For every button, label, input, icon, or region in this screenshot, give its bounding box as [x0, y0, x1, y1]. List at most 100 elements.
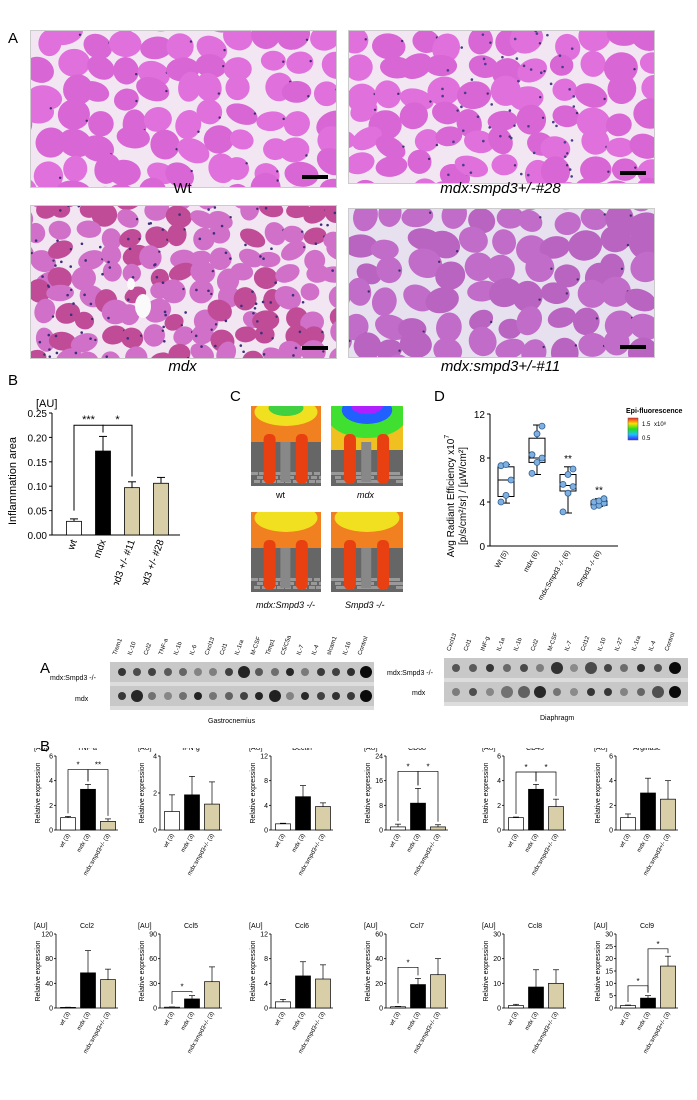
muscle-fiber [319, 178, 336, 187]
muscle-fiber [414, 129, 440, 152]
y-tick-label: 10 [605, 981, 613, 988]
blot-spot [132, 668, 141, 676]
infiltrate-cell [74, 351, 78, 355]
y-tick-label: 0 [49, 828, 53, 835]
noise [254, 480, 260, 483]
nucleus [271, 337, 274, 340]
bar [184, 794, 200, 831]
bar [410, 984, 426, 1009]
caption-mdx: mdx [168, 358, 197, 375]
muscle-fiber [375, 155, 408, 177]
chart-title: Dectin [292, 748, 312, 752]
nucleus [427, 157, 431, 161]
expression-chart: Ccl5 [AU] Relative expression 0 30 60 90 wt (3)… [138, 923, 222, 1055]
x-tick-label: wt (3) [619, 1011, 632, 1028]
scale-bar [620, 345, 646, 349]
x-tick-label: mdx (3) [406, 833, 421, 854]
muscle-fiber [633, 98, 654, 129]
noise [394, 472, 400, 475]
y-axis-label: Relative expression [35, 940, 42, 1001]
muscle-fiber [48, 220, 71, 240]
blot-spot [224, 668, 233, 676]
infiltrate-cell [568, 168, 572, 171]
muscle-fiber [464, 252, 494, 281]
muscle-fiber [241, 350, 265, 358]
nucleus [282, 117, 285, 121]
muscle-fiber [33, 161, 64, 187]
nucleus [190, 169, 193, 173]
gastro-column-label: IL-6 [188, 644, 199, 656]
muscle-fiber [57, 99, 90, 130]
bar [410, 802, 426, 831]
infiltrate-cell [298, 330, 302, 334]
muscle-fiber [102, 261, 122, 282]
chart-title: CD68 [408, 748, 426, 752]
nucleus [214, 323, 218, 326]
noise [306, 578, 312, 581]
muscle-fiber [177, 137, 210, 164]
nucleus [603, 213, 606, 216]
y-axis-label: Relative expression [365, 762, 372, 823]
blot-spot [637, 664, 646, 672]
noise [259, 472, 265, 475]
blot-spot [301, 668, 310, 676]
y-tick-label: 12 [260, 932, 268, 939]
unit-label: [AU] [482, 923, 496, 930]
infiltrate-cell [476, 115, 480, 118]
nucleus [400, 39, 404, 43]
muscle-fiber [240, 228, 266, 248]
panel-c-letter: C [230, 388, 241, 405]
data-point [497, 498, 505, 506]
nucleus [398, 349, 401, 352]
muscle-fiber [456, 81, 492, 110]
infiltrate-cell [84, 259, 87, 262]
muscle-fiber [433, 337, 463, 357]
infiltrate-cell [261, 300, 265, 304]
muscle-fiber [300, 283, 320, 301]
nucleus [189, 40, 193, 43]
bar [95, 450, 111, 536]
infiltrate-cell [251, 290, 254, 293]
bar [153, 482, 169, 536]
noise [375, 480, 381, 483]
tail [361, 442, 372, 482]
blot-spot [553, 688, 562, 696]
muscle-fiber [488, 126, 513, 155]
noise [293, 586, 299, 589]
muscle-fiber [303, 206, 328, 224]
muscle-fiber [191, 323, 214, 345]
x-tick-label: wt [66, 538, 80, 552]
muscle-fiber [143, 107, 172, 132]
muscle-fiber [286, 206, 310, 219]
nucleus [620, 267, 624, 270]
nucleus [69, 247, 73, 251]
noise [257, 582, 263, 585]
muscle-fiber [540, 156, 571, 183]
infiltrate-cell [256, 320, 259, 323]
y-axis-label: Inflammation area [7, 436, 19, 525]
diaph-column-label: IL-1b [513, 637, 524, 652]
muscle-fiber [286, 51, 314, 74]
data-point [559, 508, 567, 516]
infiltrate-cell [519, 172, 523, 176]
muscle-fiber [139, 245, 162, 270]
expression-chart: Ccl8 [AU] Relative expression 0 10 20 30 wt (3)… [482, 923, 566, 1055]
infiltrate-cell [264, 206, 268, 210]
y-tick-label: 0 [609, 828, 613, 835]
muscle-fiber [190, 260, 216, 284]
nucleus [43, 353, 46, 356]
nucleus [539, 216, 542, 219]
muscle-fiber [178, 71, 202, 102]
muscle-fiber [321, 51, 336, 80]
x-tick-label: mdx:Smpd3 -/- (6) [537, 550, 571, 601]
infiltrate-cell [291, 293, 295, 297]
unit-label: [AU] [594, 748, 608, 752]
infiltrate-cell [441, 94, 444, 98]
muscle-fiber [74, 311, 95, 330]
blot-spot [347, 668, 356, 676]
nucleus [565, 164, 569, 167]
nucleus [197, 130, 200, 133]
blot-spot [534, 686, 547, 698]
nucleus [78, 33, 82, 36]
blot-spot [603, 688, 612, 696]
